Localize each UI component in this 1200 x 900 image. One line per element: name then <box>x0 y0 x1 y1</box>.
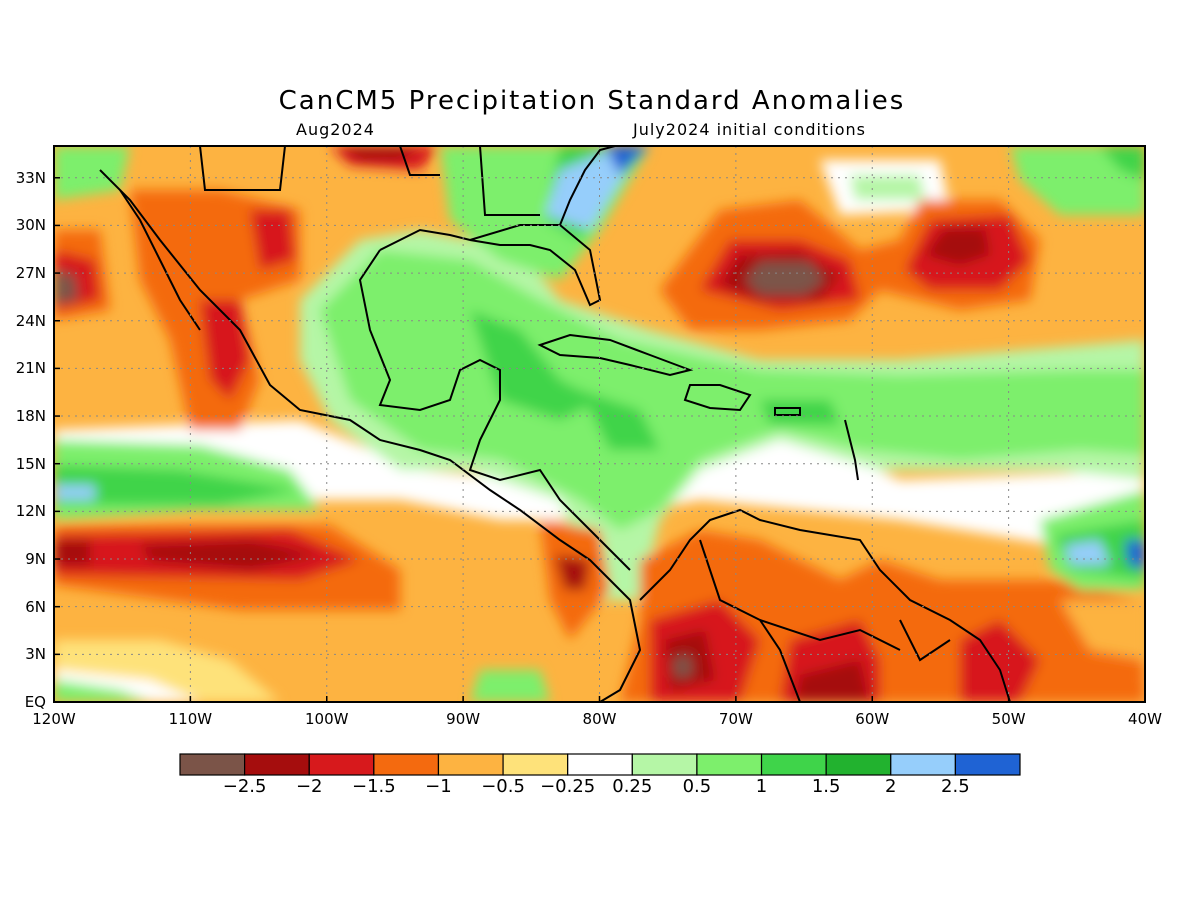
colorbar-swatch <box>567 753 633 776</box>
lon-tick-label: 60W <box>855 710 890 728</box>
colorbar-swatch <box>760 753 827 776</box>
lat-tick-label: 15N <box>15 454 46 473</box>
colorbar-label: −2 <box>295 776 323 797</box>
lat-tick-label: 3N <box>25 645 46 664</box>
lat-tick-label: 33N <box>15 168 46 187</box>
lat-tick-label: 21N <box>15 359 46 378</box>
colorbar-swatch <box>437 753 504 776</box>
colorbar-label: −1 <box>425 776 452 797</box>
coastlines <box>99 146 1011 702</box>
colorbar-label: 2 <box>885 776 897 797</box>
colorbar-swatch <box>244 753 310 776</box>
lon-tick-label: 70W <box>718 710 753 728</box>
axis-ticks <box>53 177 1146 703</box>
initial-conditions: July2024 initial conditions <box>633 120 866 139</box>
lon-tick-label: 50W <box>991 710 1026 728</box>
lon-tick-label: 80W <box>582 710 617 728</box>
colorbar-swatch <box>308 753 375 776</box>
lat-tick-label: EQ <box>24 693 46 711</box>
colorbar-label: 1.5 <box>811 776 841 797</box>
lat-tick-label: 6N <box>25 597 46 616</box>
anomaly-fields <box>54 146 1145 702</box>
lat-tick-label: 9N <box>25 550 46 569</box>
lon-tick-label: 120W <box>32 710 76 728</box>
colorbar-label: −2.5 <box>222 776 267 797</box>
colorbar-swatch <box>954 753 1021 776</box>
map-title: CanCM5 Precipitation Standard Anomalies <box>278 86 906 116</box>
lon-tick-label: 90W <box>446 710 481 728</box>
lon-tick-label: 40W <box>1128 710 1162 728</box>
colorbar-label: 0.25 <box>612 776 653 797</box>
grid-lines <box>54 146 1145 702</box>
lon-tick-label: 110W <box>168 710 213 728</box>
lon-tick-label: 100W <box>305 710 349 728</box>
colorbar-label: 0.5 <box>682 776 712 797</box>
lat-tick-label: 24N <box>15 311 46 330</box>
colorbar-swatch <box>696 753 763 776</box>
colorbar-label: −1.5 <box>351 776 396 797</box>
lat-tick-label: 18N <box>15 407 46 426</box>
lat-tick-label: 27N <box>15 264 46 283</box>
colorbar-swatch <box>825 753 892 776</box>
forecast-month: Aug2024 <box>296 120 375 139</box>
colorbar-swatch <box>373 753 440 776</box>
colorbar <box>179 753 1021 776</box>
colorbar-swatch <box>502 753 569 776</box>
lat-tick-label: 12N <box>15 502 46 521</box>
colorbar-swatch <box>890 753 956 776</box>
colorbar-swatch <box>631 753 698 776</box>
colorbar-swatch <box>179 753 246 776</box>
colorbar-label: 2.5 <box>941 776 970 797</box>
colorbar-label: −0.25 <box>540 776 596 797</box>
lat-tick-label: 30N <box>15 216 46 235</box>
colorbar-label: 1 <box>755 776 768 797</box>
colorbar-label: −0.5 <box>481 776 525 797</box>
